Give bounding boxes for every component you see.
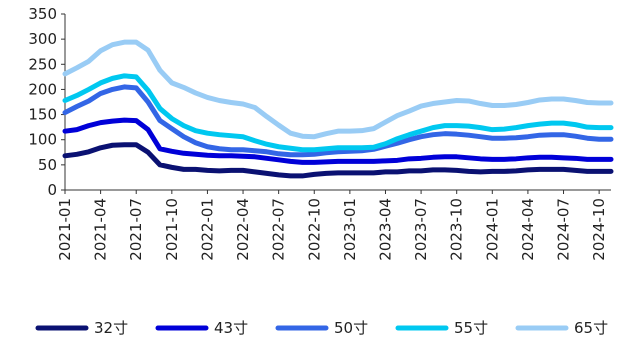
legend-label-0: 32寸	[94, 319, 128, 337]
series-line-0	[62, 142, 614, 179]
y-tick-label: 250	[28, 55, 57, 73]
x-tick-label: 2023-01	[341, 198, 359, 261]
legend: 32寸 43寸 50寸 55寸 65寸	[35, 319, 608, 337]
x-tick-label: 2023-04	[376, 198, 394, 261]
x-tick-label: 2022-07	[270, 198, 288, 261]
y-tick-label: 50	[38, 156, 57, 174]
series-line-3	[62, 73, 614, 153]
x-tick-label: 2021-10	[163, 198, 181, 261]
legend-label-4: 65寸	[574, 319, 608, 337]
x-tick-label: 2024-01	[483, 198, 501, 261]
x-tick-label: 2021-07	[127, 198, 145, 261]
y-tick-label: 150	[28, 106, 57, 124]
y-tick-label: 300	[28, 30, 57, 48]
series-line-4	[62, 39, 614, 140]
series-line-2	[62, 84, 614, 158]
legend-label-1: 43寸	[214, 319, 248, 337]
x-tick-label: 2021-01	[56, 198, 74, 261]
y-tick-label: 0	[47, 181, 57, 199]
x-tick-label: 2024-04	[519, 198, 537, 261]
x-axis: 2021-01 2021-04 2021-07 2021-10 2022-01 2022-…	[56, 189, 611, 261]
x-tick-label: 2022-10	[305, 198, 323, 261]
x-tick-label: 2024-07	[555, 198, 573, 261]
x-tick-label: 2022-04	[234, 198, 252, 261]
y-axis: 0 50 100 150 200 250 300 350	[28, 5, 66, 199]
x-tick-label: 2022-01	[198, 198, 216, 261]
legend-label-2: 50寸	[334, 319, 368, 337]
legend-label-3: 55寸	[454, 319, 488, 337]
y-tick-label: 200	[28, 80, 57, 98]
series-lines	[62, 39, 614, 179]
y-tick-label: 100	[28, 131, 57, 149]
y-tick-label: 350	[28, 5, 57, 23]
x-tick-label: 2023-10	[448, 198, 466, 261]
x-tick-label: 2021-04	[92, 198, 110, 261]
x-tick-label: 2024-10	[590, 198, 608, 261]
series-line-1	[62, 117, 614, 165]
x-tick-label: 2023-07	[412, 198, 430, 261]
